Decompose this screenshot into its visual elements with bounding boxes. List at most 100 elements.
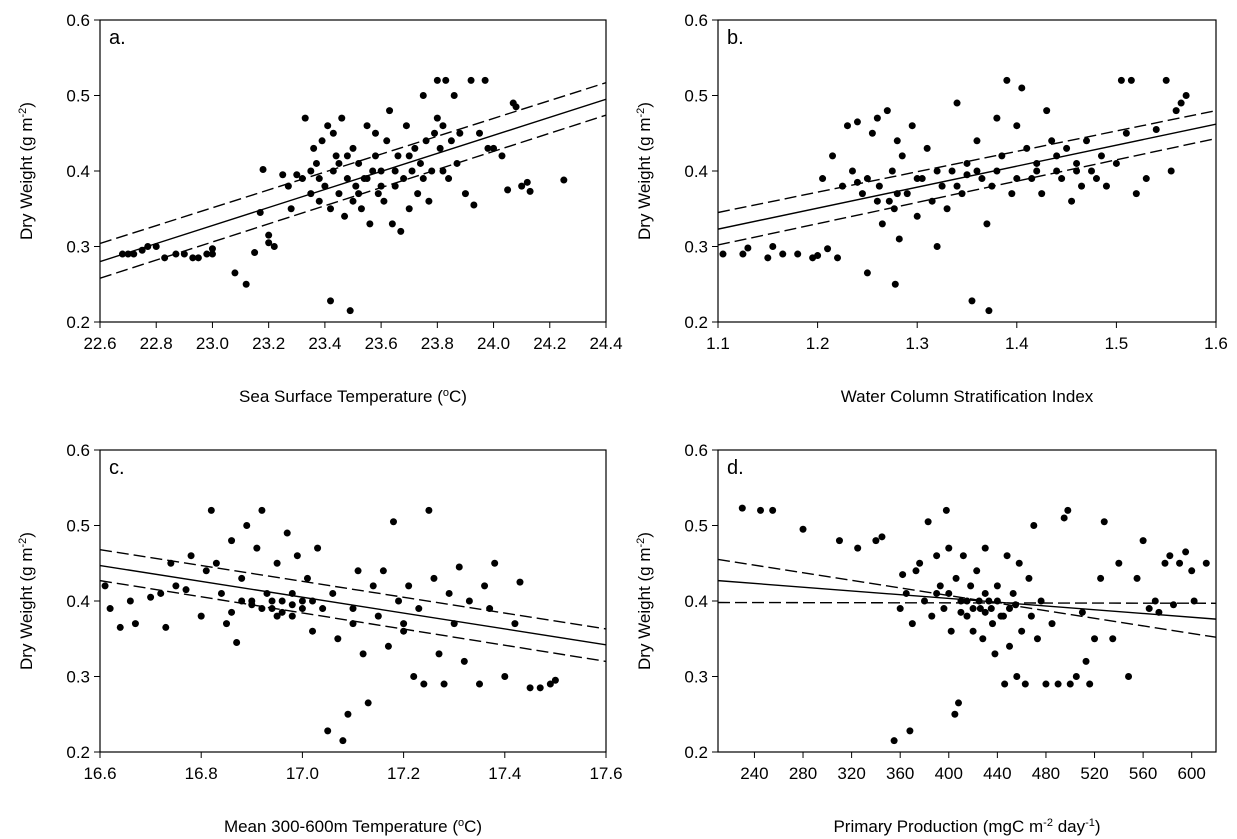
data-point xyxy=(400,620,408,628)
data-point xyxy=(1132,190,1140,198)
data-point xyxy=(253,544,261,552)
data-point xyxy=(425,506,433,514)
data-point xyxy=(455,563,463,571)
panel-c: 16.6 16.8 17.0 17.2 17.4 17.6 0.2 0.3 0.4 0.5 0.6 M… xyxy=(17,441,623,836)
data-point xyxy=(953,99,961,107)
data-point xyxy=(1152,125,1160,133)
data-point xyxy=(560,176,568,184)
panel-a: 22.6 22.8 23.0 23.2 23.4 23.6 23.8 24.0 24.2 24.4… xyxy=(17,11,623,406)
data-point xyxy=(779,250,787,258)
data-point xyxy=(883,107,891,115)
data-point xyxy=(933,243,941,250)
data-point xyxy=(854,544,862,552)
x-tick-label: 23.0 xyxy=(196,334,229,353)
x-tick-label: 560 xyxy=(1129,764,1157,783)
data-point xyxy=(415,605,423,613)
data-point xyxy=(1063,144,1071,152)
x-tick-label: 24.4 xyxy=(589,334,622,353)
ci-lower-line xyxy=(100,579,606,663)
data-point xyxy=(878,220,886,228)
data-point xyxy=(498,152,506,160)
data-point xyxy=(233,639,241,647)
data-point xyxy=(1167,167,1175,175)
data-point xyxy=(278,597,286,605)
data-point xyxy=(1139,537,1147,545)
data-point xyxy=(924,518,932,526)
data-point xyxy=(203,250,211,258)
data-point xyxy=(344,710,352,718)
data-point xyxy=(408,167,416,175)
data-point xyxy=(1097,152,1105,160)
data-point xyxy=(512,103,520,111)
data-point xyxy=(945,589,953,597)
data-point xyxy=(310,144,318,152)
data-point xyxy=(460,657,468,665)
data-point xyxy=(491,559,499,567)
data-point xyxy=(526,684,534,692)
data-point xyxy=(1182,92,1190,99)
ci-upper-line xyxy=(100,81,606,245)
data-point xyxy=(439,167,447,175)
data-point xyxy=(959,552,967,560)
regression-line xyxy=(718,579,1216,620)
data-point xyxy=(1013,122,1021,130)
data-point xyxy=(265,231,273,239)
data-point xyxy=(440,680,448,688)
data-point xyxy=(202,567,210,575)
data-point xyxy=(147,593,155,601)
data-point xyxy=(872,537,880,545)
plot-frame xyxy=(99,19,607,323)
data-point xyxy=(327,297,335,305)
data-point xyxy=(1043,107,1051,115)
data-point xyxy=(908,620,916,628)
data-point xyxy=(890,205,898,213)
data-point xyxy=(936,582,944,590)
data-point xyxy=(928,197,936,205)
data-point xyxy=(374,612,382,620)
data-point xyxy=(369,582,377,590)
x-tick-label: 16.8 xyxy=(185,764,218,783)
data-point xyxy=(465,597,473,605)
data-point xyxy=(1142,175,1150,183)
data-point xyxy=(1058,175,1066,183)
data-point xyxy=(447,137,455,145)
data-point xyxy=(217,589,225,597)
data-point xyxy=(258,506,266,514)
data-point xyxy=(1066,680,1074,688)
data-point xyxy=(979,635,987,643)
y-tick-label: 0.2 xyxy=(684,313,708,332)
data-point xyxy=(1009,589,1017,597)
data-point xyxy=(1054,680,1062,688)
data-point xyxy=(405,152,413,160)
data-point xyxy=(355,190,363,198)
x-axis-label: Water Column Stratification Index xyxy=(841,387,1094,406)
y-tick-label: 0.2 xyxy=(684,743,708,762)
data-point xyxy=(848,167,856,175)
data-point xyxy=(981,608,989,616)
y-tick-label: 0.6 xyxy=(684,11,708,30)
data-point xyxy=(431,129,439,137)
data-point xyxy=(327,205,335,213)
data-point xyxy=(436,144,444,152)
data-point xyxy=(131,620,139,628)
x-tick-label: 1.5 xyxy=(1105,334,1129,353)
data-point xyxy=(208,250,216,258)
data-point xyxy=(411,144,419,152)
data-point xyxy=(265,239,273,247)
data-point xyxy=(895,235,903,243)
data-point xyxy=(481,582,489,590)
data-point xyxy=(386,107,394,115)
plot-area xyxy=(100,506,606,745)
data-point xyxy=(116,623,124,631)
data-point xyxy=(978,175,986,183)
data-point xyxy=(1145,605,1153,613)
x-tick-label: 240 xyxy=(740,764,768,783)
data-point xyxy=(1172,107,1180,115)
data-point xyxy=(504,186,512,194)
data-point xyxy=(1166,552,1174,560)
data-point xyxy=(329,589,337,597)
data-point xyxy=(288,601,296,609)
data-point xyxy=(888,167,896,175)
data-point xyxy=(349,605,357,613)
data-point xyxy=(238,574,246,582)
